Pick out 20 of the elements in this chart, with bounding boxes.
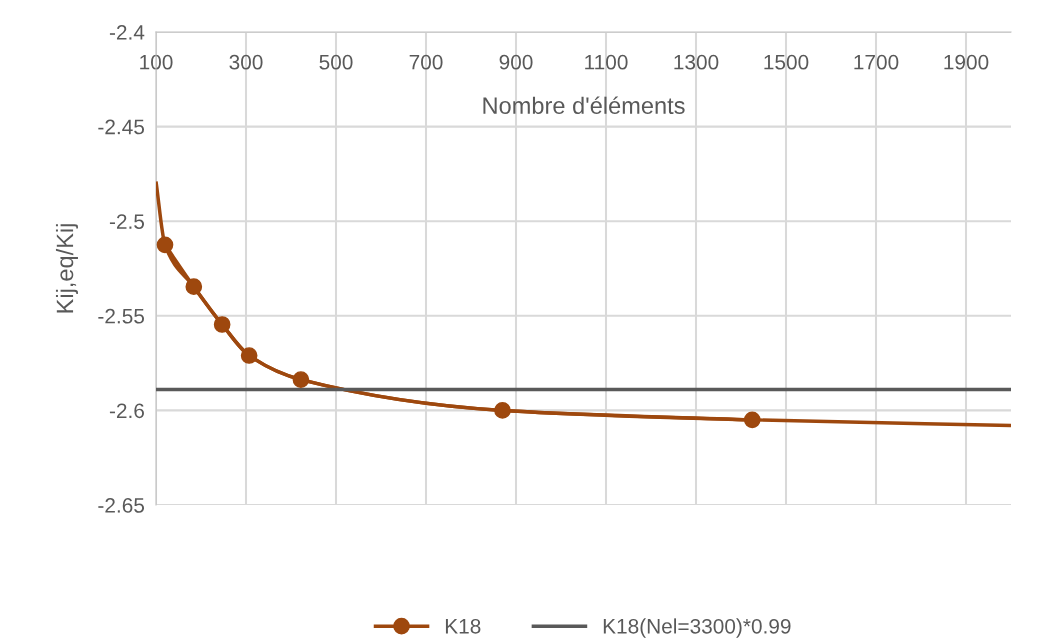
x-axis-title: Nombre d'éléments	[483, 96, 685, 115]
y-tick-label: -2.5	[109, 214, 145, 229]
y-tick-label: -2.4	[109, 25, 145, 40]
x-tick-label: 1500	[764, 54, 809, 70]
x-tick-label: 900	[499, 54, 533, 70]
x-tick-label: 700	[409, 54, 443, 70]
y-tick-label: -2.6	[109, 403, 144, 419]
y-tick-label: -2.45	[98, 119, 145, 135]
y-axis-title: Kij,eq/Kij	[55, 224, 78, 313]
legend-label: K18	[445, 618, 481, 634]
x-tick-label: 1300	[674, 54, 719, 70]
x-tick-label: 100	[140, 54, 173, 70]
x-tick-label: 1700	[854, 54, 899, 70]
y-tick-label: -2.55	[98, 308, 145, 324]
y-tick-label: -2.65	[98, 498, 145, 513]
x-tick-label: 1100	[585, 54, 628, 70]
x-tick-label: 300	[229, 54, 263, 70]
x-tick-label: 500	[319, 54, 353, 70]
x-tick-label: 1900	[944, 54, 989, 70]
legend-label: K18(Nel=3300)*0.99	[603, 618, 791, 638]
